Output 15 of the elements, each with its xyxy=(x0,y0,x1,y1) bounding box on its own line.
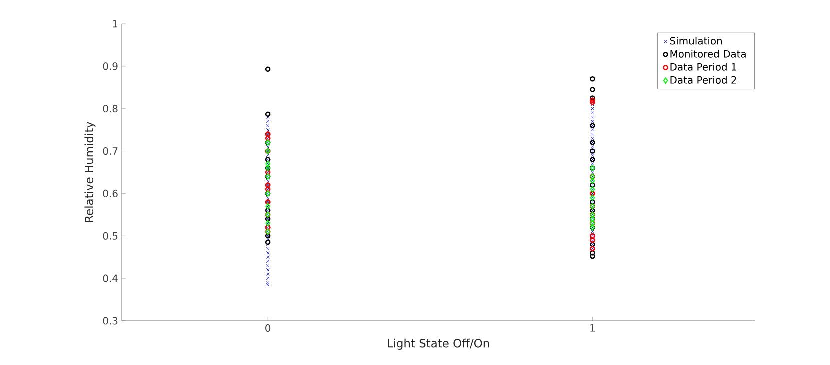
y-axis-title: Relative Humidity xyxy=(84,122,96,222)
y-tick-label: 0.9 xyxy=(103,62,118,70)
y-tick-label: 0.8 xyxy=(103,105,118,113)
legend-label: Data Period 2 xyxy=(670,76,736,84)
y-tick-label: 0.4 xyxy=(103,274,118,282)
y-tick-label: 0.5 xyxy=(103,232,118,240)
legend-label: Monitored Data xyxy=(670,50,746,58)
y-tick-label: 0.3 xyxy=(103,317,118,325)
y-tick-label: 0.6 xyxy=(103,190,118,198)
y-tick-label: 1 xyxy=(113,20,118,28)
y-tick-label: 0.7 xyxy=(103,148,118,156)
legend-label: Data Period 1 xyxy=(670,63,736,71)
x-axis-title: Light State Off/On xyxy=(388,338,490,350)
legend-label: Simulation xyxy=(670,37,722,45)
x-tick-label: 0 xyxy=(266,324,271,332)
